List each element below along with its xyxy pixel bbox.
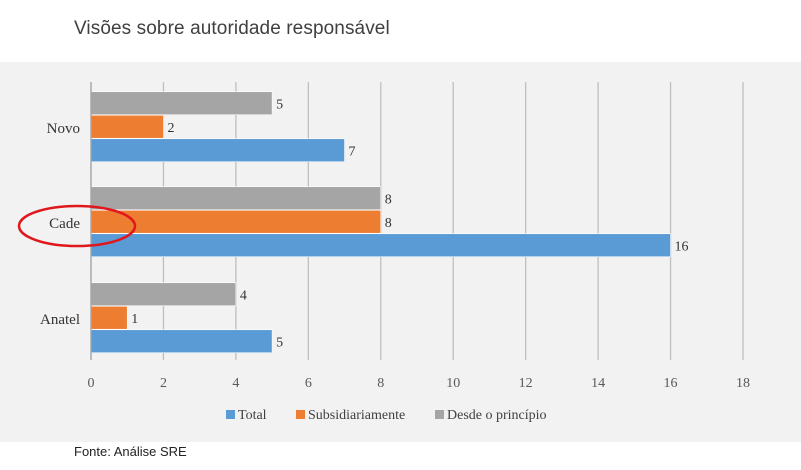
bar bbox=[90, 138, 345, 163]
data-label: 1 bbox=[131, 312, 138, 327]
x-tick-label: 10 bbox=[446, 376, 460, 391]
x-tick-label: 2 bbox=[160, 376, 167, 391]
legend-swatch bbox=[296, 410, 305, 419]
highlight-circle bbox=[17, 204, 137, 248]
x-tick-label: 0 bbox=[88, 376, 95, 391]
data-label: 8 bbox=[385, 216, 392, 231]
data-label: 4 bbox=[240, 289, 247, 304]
data-label: 2 bbox=[167, 121, 174, 136]
chart-title: Visões sobre autoridade responsável bbox=[74, 18, 390, 39]
x-tick-label: 18 bbox=[736, 376, 750, 391]
bar bbox=[90, 329, 273, 354]
data-labels: 5 2 7 8 8 16 4 1 5 bbox=[131, 98, 688, 351]
bar bbox=[90, 305, 128, 330]
bar bbox=[90, 114, 164, 139]
data-label: 7 bbox=[349, 145, 356, 160]
data-label: 8 bbox=[385, 193, 392, 208]
x-tick-label: 16 bbox=[664, 376, 678, 391]
x-tick-label: 12 bbox=[519, 376, 533, 391]
y-category-label: Anatel bbox=[40, 312, 80, 328]
bar bbox=[90, 233, 671, 258]
legend-swatch bbox=[435, 410, 444, 419]
annotations bbox=[17, 204, 137, 248]
bar bbox=[90, 91, 273, 116]
legend-label: Total bbox=[238, 408, 267, 423]
x-tick-label: 14 bbox=[591, 376, 605, 391]
data-label: 5 bbox=[276, 98, 283, 113]
data-label: 5 bbox=[276, 336, 283, 351]
x-tick-label: 8 bbox=[377, 376, 384, 391]
data-label: 16 bbox=[675, 240, 689, 255]
bar bbox=[90, 186, 382, 211]
legend-swatch bbox=[226, 410, 235, 419]
y-category-label: Novo bbox=[47, 121, 80, 137]
x-tick-label: 4 bbox=[232, 376, 239, 391]
legend-label: Desde o princípio bbox=[447, 408, 547, 423]
bars bbox=[90, 91, 671, 354]
x-tick-label: 6 bbox=[305, 376, 312, 391]
source-note: Fonte: Análise SRE bbox=[74, 444, 187, 459]
y-category-label: Cade bbox=[49, 216, 80, 232]
legend: Total Subsidiariamente Desde o princípio bbox=[226, 408, 547, 423]
bar bbox=[90, 282, 237, 307]
legend-label: Subsidiariamente bbox=[308, 408, 405, 423]
